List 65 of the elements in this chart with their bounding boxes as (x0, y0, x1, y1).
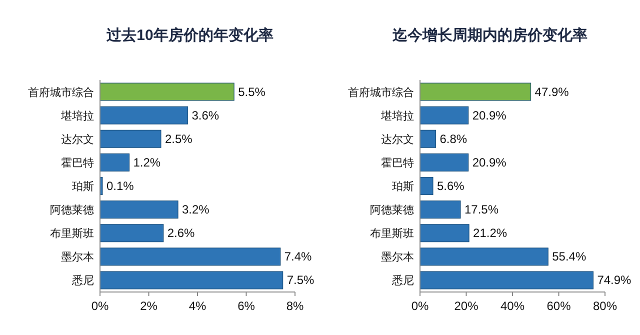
bar (100, 130, 162, 148)
bar (100, 106, 188, 124)
x-tick-label: 60% (546, 299, 572, 313)
bar (420, 176, 434, 196)
bar (420, 106, 469, 124)
data-label: 20.9% (472, 108, 507, 122)
data-label: 7.4% (284, 250, 312, 264)
data-label: 0.1% (106, 179, 134, 193)
y-tick-label: 墨尔本 (61, 250, 94, 264)
bar (100, 271, 284, 290)
x-tick-label: 2% (140, 299, 158, 313)
data-label: 5.6% (436, 179, 465, 193)
y-tick-label: 达尔文 (381, 132, 414, 146)
data-label: 2.6% (167, 226, 196, 240)
data-label: 3.6% (192, 108, 220, 122)
data-label: 20.9% (472, 155, 507, 170)
chart-title: 过去10年房价的年变化率 (106, 26, 274, 44)
bar (100, 153, 130, 172)
x-tick-label: 4% (188, 299, 206, 313)
data-label: 47.9% (534, 84, 570, 99)
data-label: 74.9% (597, 273, 632, 288)
x-tick-label: 40% (500, 299, 525, 313)
bar (420, 82, 532, 101)
y-tick-label: 达尔文 (61, 132, 94, 146)
y-tick-label: 珀斯 (72, 180, 94, 193)
y-tick-label: 首府城市综合 (28, 86, 94, 99)
y-tick-label: 霍巴特 (381, 157, 414, 170)
data-label: 5.5% (238, 84, 266, 99)
data-label: 7.5% (286, 273, 314, 288)
bar (100, 200, 178, 219)
y-tick-label: 墨尔本 (381, 250, 414, 264)
x-tick-label: 6% (238, 299, 256, 313)
bar (420, 224, 470, 242)
x-tick-label: 20% (454, 299, 479, 313)
y-tick-label: 堪培拉 (380, 109, 414, 122)
y-tick-label: 悉尼 (391, 274, 414, 288)
bar (420, 248, 548, 266)
y-tick-label: 首府城市综合 (348, 86, 414, 99)
data-label: 2.5% (164, 132, 193, 146)
bar (420, 153, 469, 172)
y-tick-label: 珀斯 (392, 180, 414, 193)
x-tick-label: 80% (592, 299, 618, 313)
data-label: 1.2% (133, 155, 161, 170)
bar (420, 130, 436, 148)
bar (100, 224, 164, 242)
data-label: 17.5% (464, 202, 499, 217)
chart-title: 迄今增长周期内的房价变化率 (392, 26, 588, 44)
bar (420, 271, 594, 290)
x-tick-label: 0% (91, 299, 109, 313)
data-label: 21.2% (473, 226, 508, 240)
bar (100, 82, 234, 101)
y-tick-label: 阿德莱德 (50, 204, 94, 217)
data-label: 3.2% (182, 202, 210, 217)
bar (420, 200, 461, 219)
y-tick-label: 霍巴特 (61, 157, 94, 170)
y-tick-label: 布里斯班 (50, 227, 94, 240)
y-tick-label: 堪培拉 (60, 109, 94, 122)
bar (100, 248, 281, 266)
y-tick-label: 布里斯班 (370, 227, 414, 240)
y-tick-label: 阿德莱德 (370, 204, 414, 217)
x-tick-label: 0% (411, 299, 429, 313)
y-tick-label: 悉尼 (71, 274, 94, 288)
x-tick-label: 8% (286, 299, 304, 313)
data-label: 55.4% (552, 250, 586, 264)
data-label: 6.8% (440, 132, 468, 146)
